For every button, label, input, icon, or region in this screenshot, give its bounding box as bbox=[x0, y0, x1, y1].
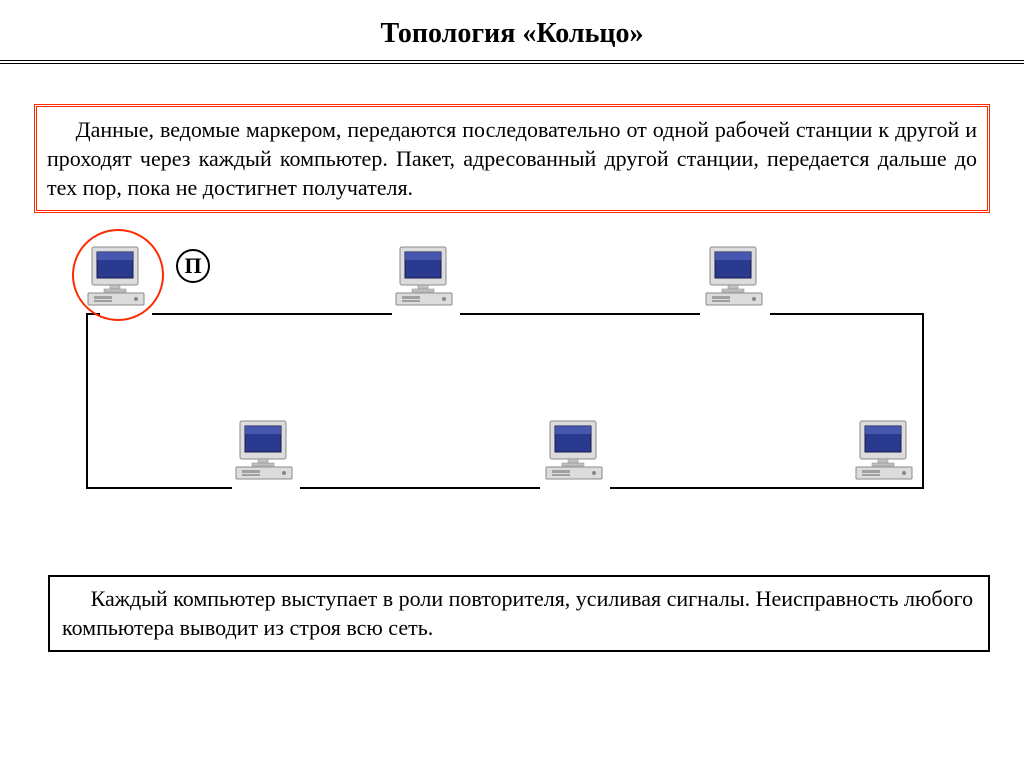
network-wire bbox=[460, 313, 700, 315]
computer-icon bbox=[394, 243, 458, 307]
computer-icon bbox=[234, 417, 298, 481]
network-wire bbox=[610, 487, 850, 489]
computer-icon bbox=[704, 243, 768, 307]
page-title: Топология «Кольцо» bbox=[0, 0, 1024, 60]
network-wire bbox=[152, 313, 392, 315]
highlight-circle bbox=[72, 229, 164, 321]
network-wire bbox=[770, 313, 924, 315]
footer-box: Каждый компьютер выступает в роли повтор… bbox=[48, 575, 990, 652]
computer-icon bbox=[854, 417, 918, 481]
ring-topology-diagram: П bbox=[34, 237, 990, 557]
network-wire bbox=[86, 487, 232, 489]
computer-icon bbox=[544, 417, 608, 481]
network-wire bbox=[86, 313, 88, 489]
network-wire bbox=[300, 487, 540, 489]
network-wire bbox=[922, 313, 924, 487]
description-box: Данные, ведомые маркером, передаются пос… bbox=[34, 104, 990, 213]
title-divider bbox=[0, 60, 1024, 64]
token-marker: П bbox=[176, 249, 210, 283]
